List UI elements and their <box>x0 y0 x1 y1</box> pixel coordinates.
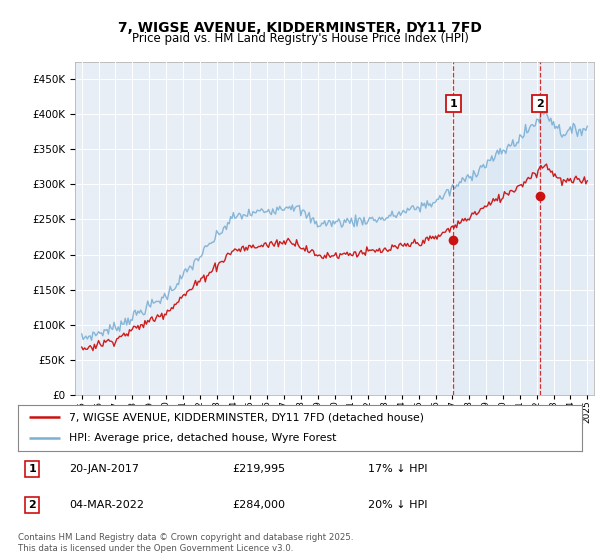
Text: Contains HM Land Registry data © Crown copyright and database right 2025.
This d: Contains HM Land Registry data © Crown c… <box>18 533 353 553</box>
Text: 1: 1 <box>449 99 457 109</box>
Text: 7, WIGSE AVENUE, KIDDERMINSTER, DY11 7FD: 7, WIGSE AVENUE, KIDDERMINSTER, DY11 7FD <box>118 21 482 35</box>
Text: £284,000: £284,000 <box>232 500 286 510</box>
Text: 2: 2 <box>536 99 544 109</box>
Text: 17% ↓ HPI: 17% ↓ HPI <box>368 464 427 474</box>
Text: Price paid vs. HM Land Registry's House Price Index (HPI): Price paid vs. HM Land Registry's House … <box>131 32 469 45</box>
Text: £219,995: £219,995 <box>232 464 286 474</box>
Text: 04-MAR-2022: 04-MAR-2022 <box>69 500 144 510</box>
Text: 1: 1 <box>28 464 36 474</box>
Text: 2: 2 <box>28 500 36 510</box>
Text: 20% ↓ HPI: 20% ↓ HPI <box>368 500 427 510</box>
Text: 20-JAN-2017: 20-JAN-2017 <box>69 464 139 474</box>
Text: 7, WIGSE AVENUE, KIDDERMINSTER, DY11 7FD (detached house): 7, WIGSE AVENUE, KIDDERMINSTER, DY11 7FD… <box>69 412 424 422</box>
Text: HPI: Average price, detached house, Wyre Forest: HPI: Average price, detached house, Wyre… <box>69 433 336 444</box>
